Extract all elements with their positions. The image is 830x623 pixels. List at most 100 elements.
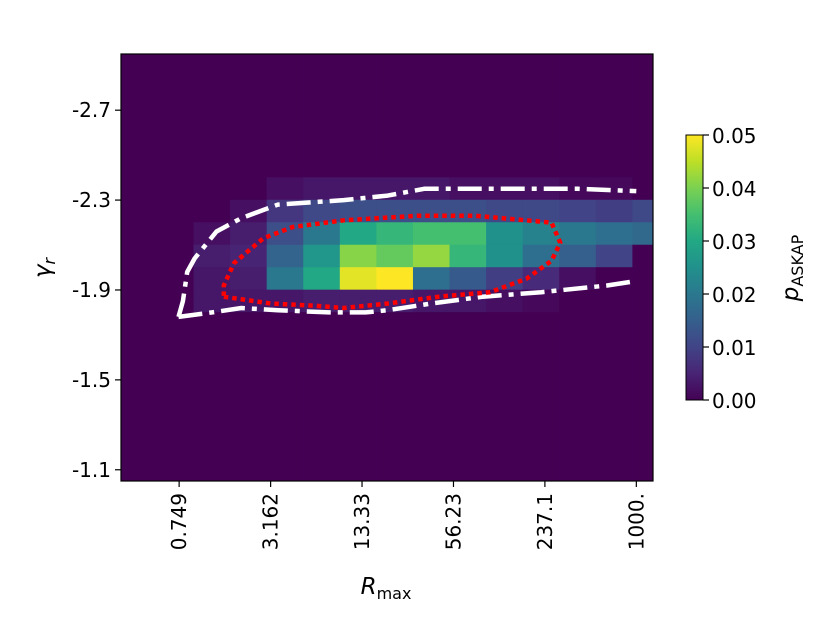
heatmap-cell <box>522 312 560 481</box>
heatmap-cell <box>559 54 597 167</box>
heatmap-cell <box>376 312 414 481</box>
x-tick-label: 13.33 <box>350 493 374 550</box>
heatmap-cell <box>121 289 158 313</box>
heatmap-cell <box>449 166 487 178</box>
colorbar-tick-label: 0.03 <box>712 230 757 254</box>
heatmap-cell <box>156 312 195 481</box>
heatmap-cell <box>632 199 653 223</box>
heatmap-cell <box>522 267 560 291</box>
heatmap-cell <box>522 177 560 201</box>
heatmap-cell <box>266 222 304 246</box>
y-axis: -2.7 -2.3 -1.9 -1.5 -1.1 <box>72 98 121 482</box>
heatmap-cell <box>632 54 653 167</box>
heatmap-cell <box>156 166 195 178</box>
y-tick-label: -1.5 <box>72 368 111 392</box>
heatmap-cell <box>632 222 653 246</box>
x-axis-title: Rmax <box>361 574 412 603</box>
heatmap-cell <box>121 244 158 268</box>
heatmap-cell <box>449 312 487 481</box>
heatmap-cell <box>449 267 487 291</box>
x-tick-label: 56.23 <box>441 493 465 550</box>
heatmap-cell <box>193 54 231 167</box>
heatmap-cell <box>449 289 487 313</box>
heatmap-cell <box>559 199 597 223</box>
heatmap-cell <box>632 166 653 178</box>
heatmap-cell <box>230 177 268 201</box>
heatmap-cell <box>266 177 304 201</box>
heatmap-cell <box>193 166 231 178</box>
heatmap-cell <box>303 222 341 246</box>
heatmap-cell <box>339 166 377 178</box>
white-dashdot-contour <box>178 278 637 320</box>
heatmap-cell <box>595 244 633 268</box>
heatmap-cell <box>303 177 341 201</box>
x-tick-label: 1000. <box>624 493 648 550</box>
heatmap-cell <box>303 267 341 291</box>
y-tick-label: -1.1 <box>72 458 111 482</box>
x-tick-label: 237.1 <box>533 493 557 550</box>
heatmap-cell <box>412 222 451 246</box>
heatmap-cell <box>266 289 304 313</box>
heatmap-cell <box>230 222 268 246</box>
heatmap-cell <box>412 267 451 291</box>
colorbar <box>685 134 704 401</box>
heatmap-cell <box>339 244 377 268</box>
colorbar-tick-label: 0.04 <box>712 177 757 201</box>
heatmap-cell <box>376 166 414 178</box>
heatmap-cell <box>412 199 451 223</box>
heatmap-cell <box>376 222 414 246</box>
heatmap-cell <box>121 312 158 481</box>
heatmap-cell <box>486 166 524 178</box>
y-tick-label: -1.9 <box>72 278 111 302</box>
heatmap-cell <box>486 312 524 481</box>
heatmap-cell <box>193 199 231 223</box>
heatmap-cell <box>595 166 633 178</box>
heatmap-cell <box>412 244 451 268</box>
colorbar-tick-label: 0.01 <box>712 336 757 360</box>
heatmap-cell <box>412 289 451 313</box>
heatmap-cell <box>266 166 304 178</box>
y-axis-title: γr <box>30 256 59 278</box>
heatmap-cell <box>266 244 304 268</box>
heatmap-cell <box>522 289 560 313</box>
heatmap-cell <box>632 289 653 313</box>
heatmap-cell <box>376 54 414 167</box>
heatmap-cells <box>121 54 653 481</box>
heatmap-cell <box>121 267 158 291</box>
heatmap-cell <box>595 177 633 201</box>
heatmap-cell <box>303 312 341 481</box>
heatmap-cell <box>522 199 560 223</box>
heatmap-cell <box>121 222 158 246</box>
heatmap-cell <box>156 289 195 313</box>
heatmap-cell <box>193 244 231 268</box>
heatmap-cell <box>339 177 377 201</box>
heatmap-cell <box>156 222 195 246</box>
heatmap-cell <box>121 199 158 223</box>
x-tick-label: 3.162 <box>259 493 283 550</box>
contour-lines <box>176 186 637 320</box>
heatmap-cell <box>595 289 633 313</box>
heatmap-cell <box>449 54 487 167</box>
heatmap-cell <box>303 199 341 223</box>
heatmap-cell <box>230 199 268 223</box>
heatmap-cell <box>595 54 633 167</box>
colorbar-tick-label: 0.02 <box>712 283 757 307</box>
heatmap-cell <box>559 267 597 291</box>
heatmap-cell <box>193 177 231 201</box>
heatmap-cell <box>559 312 597 481</box>
heatmap-cell <box>449 244 487 268</box>
heatmap-cell <box>559 166 597 178</box>
heatmap-cell <box>303 166 341 178</box>
heatmap-cell <box>303 54 341 167</box>
y-tick-label: -2.7 <box>72 98 111 122</box>
red-dotted-contour <box>221 213 563 311</box>
heatmap-cell <box>156 244 195 268</box>
white-dashdot-contour <box>176 186 637 318</box>
heatmap-cell <box>412 54 451 167</box>
colorbar-tick-label: 0.00 <box>712 389 757 413</box>
y-tick-label: -2.3 <box>72 188 111 212</box>
heatmap-cell <box>559 244 597 268</box>
heatmap-cell <box>632 267 653 291</box>
heatmap-cell <box>632 312 653 481</box>
